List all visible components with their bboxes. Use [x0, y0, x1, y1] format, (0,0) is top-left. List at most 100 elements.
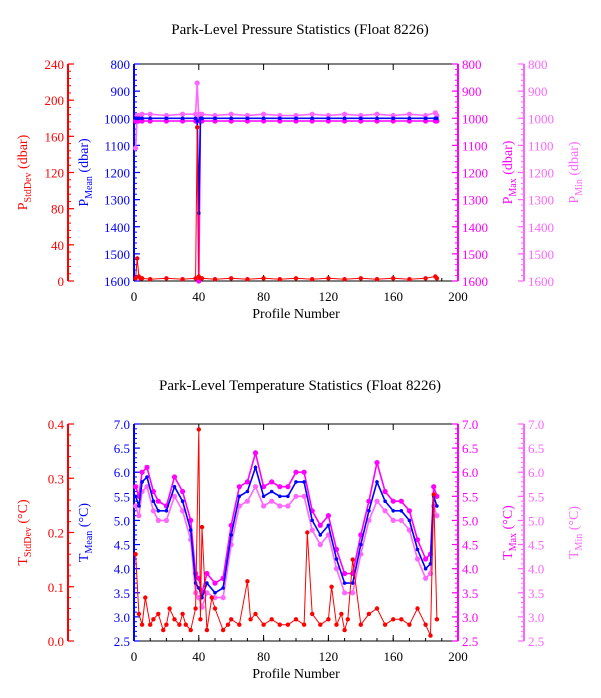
data-point-mean [310, 518, 315, 523]
y-tick-label: 2.5 [528, 634, 544, 649]
data-point-min [212, 595, 218, 601]
data-point-stddev [342, 627, 347, 633]
data-point-mean [164, 509, 169, 513]
y-tick-label: 1500 [104, 247, 130, 262]
data-point-stddev [180, 277, 185, 282]
data-point-min [180, 508, 186, 514]
y-tick-label: 4.5 [528, 538, 544, 553]
data-point-stddev [339, 611, 344, 617]
y-tick-label: 5.5 [528, 489, 544, 504]
data-point-min [382, 508, 388, 514]
data-point-min [194, 80, 200, 86]
y-tick-label: 6.0 [114, 465, 130, 480]
y-tick-label: 5.0 [528, 513, 544, 528]
data-point-max [398, 498, 404, 504]
y-tick-label: 6.5 [462, 441, 478, 456]
data-point-mean [302, 480, 306, 484]
data-point-mean [195, 119, 199, 123]
data-point-mean [205, 581, 209, 585]
data-point-max [423, 556, 429, 562]
data-point-max [358, 118, 364, 124]
data-point-min [390, 517, 396, 524]
data-point-stddev [350, 557, 355, 562]
data-point-stddev [391, 617, 396, 622]
data-point-mean [359, 542, 363, 547]
data-point-stddev [366, 611, 372, 617]
data-point-max [139, 469, 145, 475]
data-point-stddev [391, 276, 396, 281]
data-point-mean [253, 465, 258, 470]
data-point-stddev [326, 276, 331, 281]
y-tick-label: 0.0 [48, 634, 64, 649]
y-axis-label-min: PMin (dbar) [567, 141, 585, 204]
y-tick-label: 7.0 [462, 417, 478, 432]
data-point-min [277, 503, 283, 509]
data-point-stddev [318, 622, 323, 627]
data-point-mean [359, 116, 363, 121]
x-tick-label: 160 [383, 289, 403, 304]
y-tick-label: 1200 [528, 166, 554, 181]
data-point-min [228, 111, 234, 117]
y-tick-label: 1600 [104, 274, 130, 289]
data-point-max [301, 469, 307, 475]
data-point-max [382, 488, 388, 495]
x-tick-label: 80 [257, 649, 270, 664]
x-tick-label: 40 [192, 289, 205, 304]
data-point-stddev [277, 622, 282, 627]
y-axis-label-stddev: PStdDev (dbar) [16, 134, 34, 210]
y-axis-stddev: 0.0 0.1 0.2 0.3 0.4 TStdDev (°C) [16, 417, 74, 649]
data-point-stddev [139, 276, 145, 281]
data-point-mean [213, 116, 217, 121]
y-axis-min: 2.5 3.0 3.5 4.0 4.5 5.0 5.5 6.0 6.5 7.0 TMin (°C) [518, 417, 585, 649]
data-point-mean [156, 509, 161, 513]
data-point-min [199, 111, 205, 117]
data-point-max [144, 464, 150, 470]
data-point-mean [294, 480, 298, 484]
data-point-max [285, 484, 291, 490]
data-point-stddev [431, 492, 436, 497]
y-axis-label-mean: TMean (°C) [77, 503, 95, 562]
x-tick-label: 200 [448, 649, 468, 664]
data-point-stddev [415, 606, 420, 611]
y-axis-stddev: 0 40 80 120 160 200 240 PStdDev (dbar) [16, 57, 74, 289]
data-point-min [155, 517, 161, 524]
x-tick-label: 120 [319, 649, 339, 664]
data-point-stddev [151, 617, 156, 622]
data-point-min [285, 503, 291, 509]
data-point-stddev [133, 276, 138, 281]
data-point-max [150, 488, 156, 495]
series-line-stddev [135, 429, 438, 636]
y-tick-label: 1200 [462, 166, 488, 181]
data-point-min [317, 542, 323, 548]
data-point-stddev [345, 617, 350, 622]
y-tick-label: 2.5 [114, 634, 130, 649]
data-point-stddev [148, 277, 153, 282]
x-tick-label: 160 [383, 649, 403, 664]
y-tick-label: 800 [528, 57, 548, 72]
data-point-mean [383, 499, 387, 504]
data-point-max [188, 517, 194, 524]
data-point-stddev [193, 606, 198, 611]
data-point-mean [407, 116, 412, 121]
data-point-max [309, 118, 315, 124]
y-tick-label: 80 [51, 202, 64, 217]
data-point-min [261, 111, 267, 117]
data-point-min [244, 112, 250, 119]
data-point-max [204, 570, 210, 577]
data-point-max [374, 118, 380, 124]
data-point-min [277, 112, 283, 119]
series-max [133, 118, 440, 284]
data-point-max [244, 479, 250, 485]
y-tick-label: 3.0 [114, 610, 130, 625]
y-tick-label: 200 [45, 93, 65, 108]
data-point-mean [229, 116, 233, 121]
data-point-max [171, 474, 178, 480]
data-point-mean [375, 116, 379, 121]
y-tick-label: 3.0 [462, 610, 478, 625]
x-tick-label: 120 [319, 289, 339, 304]
y-tick-label: 1400 [104, 220, 130, 235]
data-point-mean [172, 484, 177, 489]
data-point-max [390, 498, 396, 504]
data-point-mean [261, 494, 266, 499]
y-tick-label: 0.1 [48, 580, 64, 595]
